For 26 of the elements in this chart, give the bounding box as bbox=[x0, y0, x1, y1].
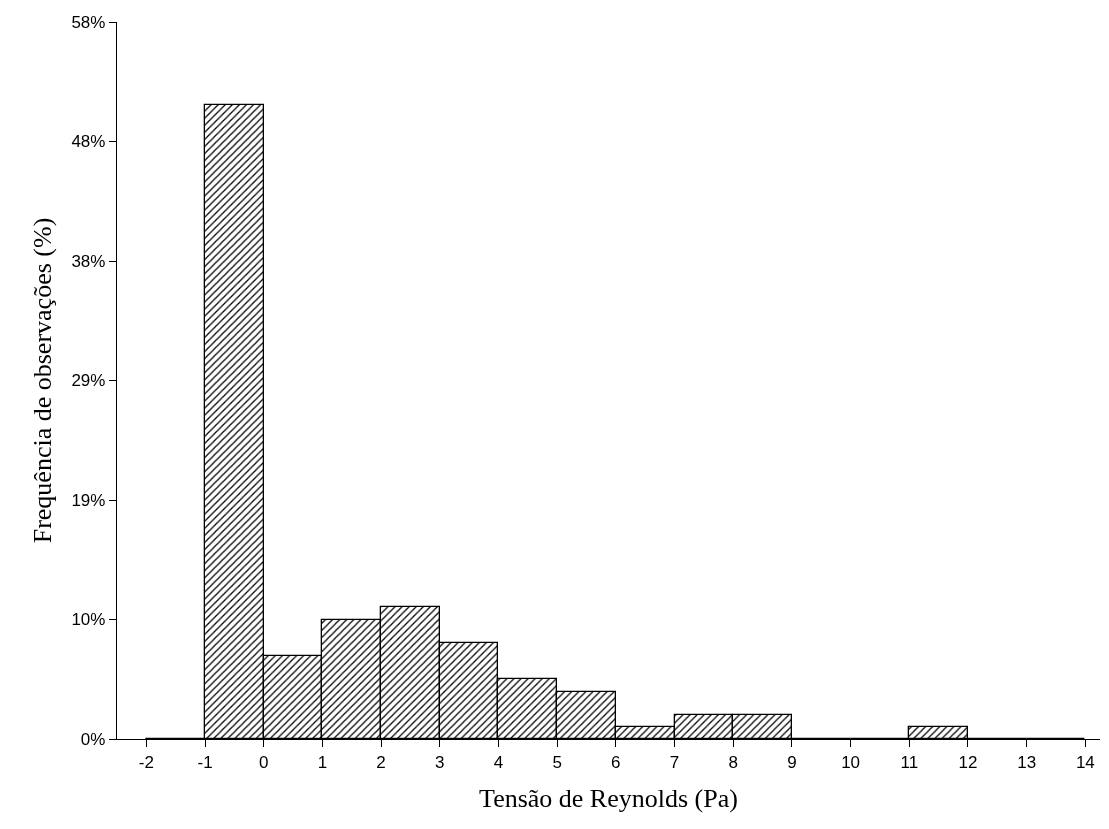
x-tick-label: 8 bbox=[728, 752, 738, 772]
x-tick-label: 10 bbox=[841, 752, 861, 772]
y-tick-label: 48% bbox=[71, 132, 106, 152]
x-axis-title: Tensão de Reynolds (Pa) bbox=[479, 784, 738, 814]
y-tick-label: 58% bbox=[71, 12, 106, 32]
x-tick-label: 5 bbox=[552, 752, 562, 772]
x-tick-label: 14 bbox=[1075, 752, 1095, 772]
x-tick-label: 1 bbox=[317, 752, 328, 772]
x-tick-label: 12 bbox=[958, 752, 978, 772]
x-tick-label: 11 bbox=[900, 752, 919, 772]
x-tick-label: 3 bbox=[435, 752, 445, 772]
x-tick-label: 13 bbox=[1017, 752, 1037, 772]
x-tick-label: 9 bbox=[787, 752, 797, 772]
y-tick-label: 38% bbox=[71, 251, 106, 271]
y-tick-label: 0% bbox=[80, 729, 106, 749]
y-tick-label: 19% bbox=[71, 490, 106, 510]
x-tick-label: -1 bbox=[197, 752, 213, 772]
x-tick-label: 0 bbox=[258, 752, 269, 772]
x-tick-label: 4 bbox=[493, 752, 504, 772]
y-axis-title: Frequência de observações (%) bbox=[27, 217, 57, 544]
x-tick-label: -2 bbox=[138, 752, 154, 772]
x-tick-label: 2 bbox=[376, 752, 386, 772]
x-tick-label: 6 bbox=[611, 752, 621, 772]
y-tick-label: 10% bbox=[71, 610, 106, 630]
y-tick-label: 29% bbox=[71, 371, 106, 391]
x-tick-label: 7 bbox=[669, 752, 680, 772]
